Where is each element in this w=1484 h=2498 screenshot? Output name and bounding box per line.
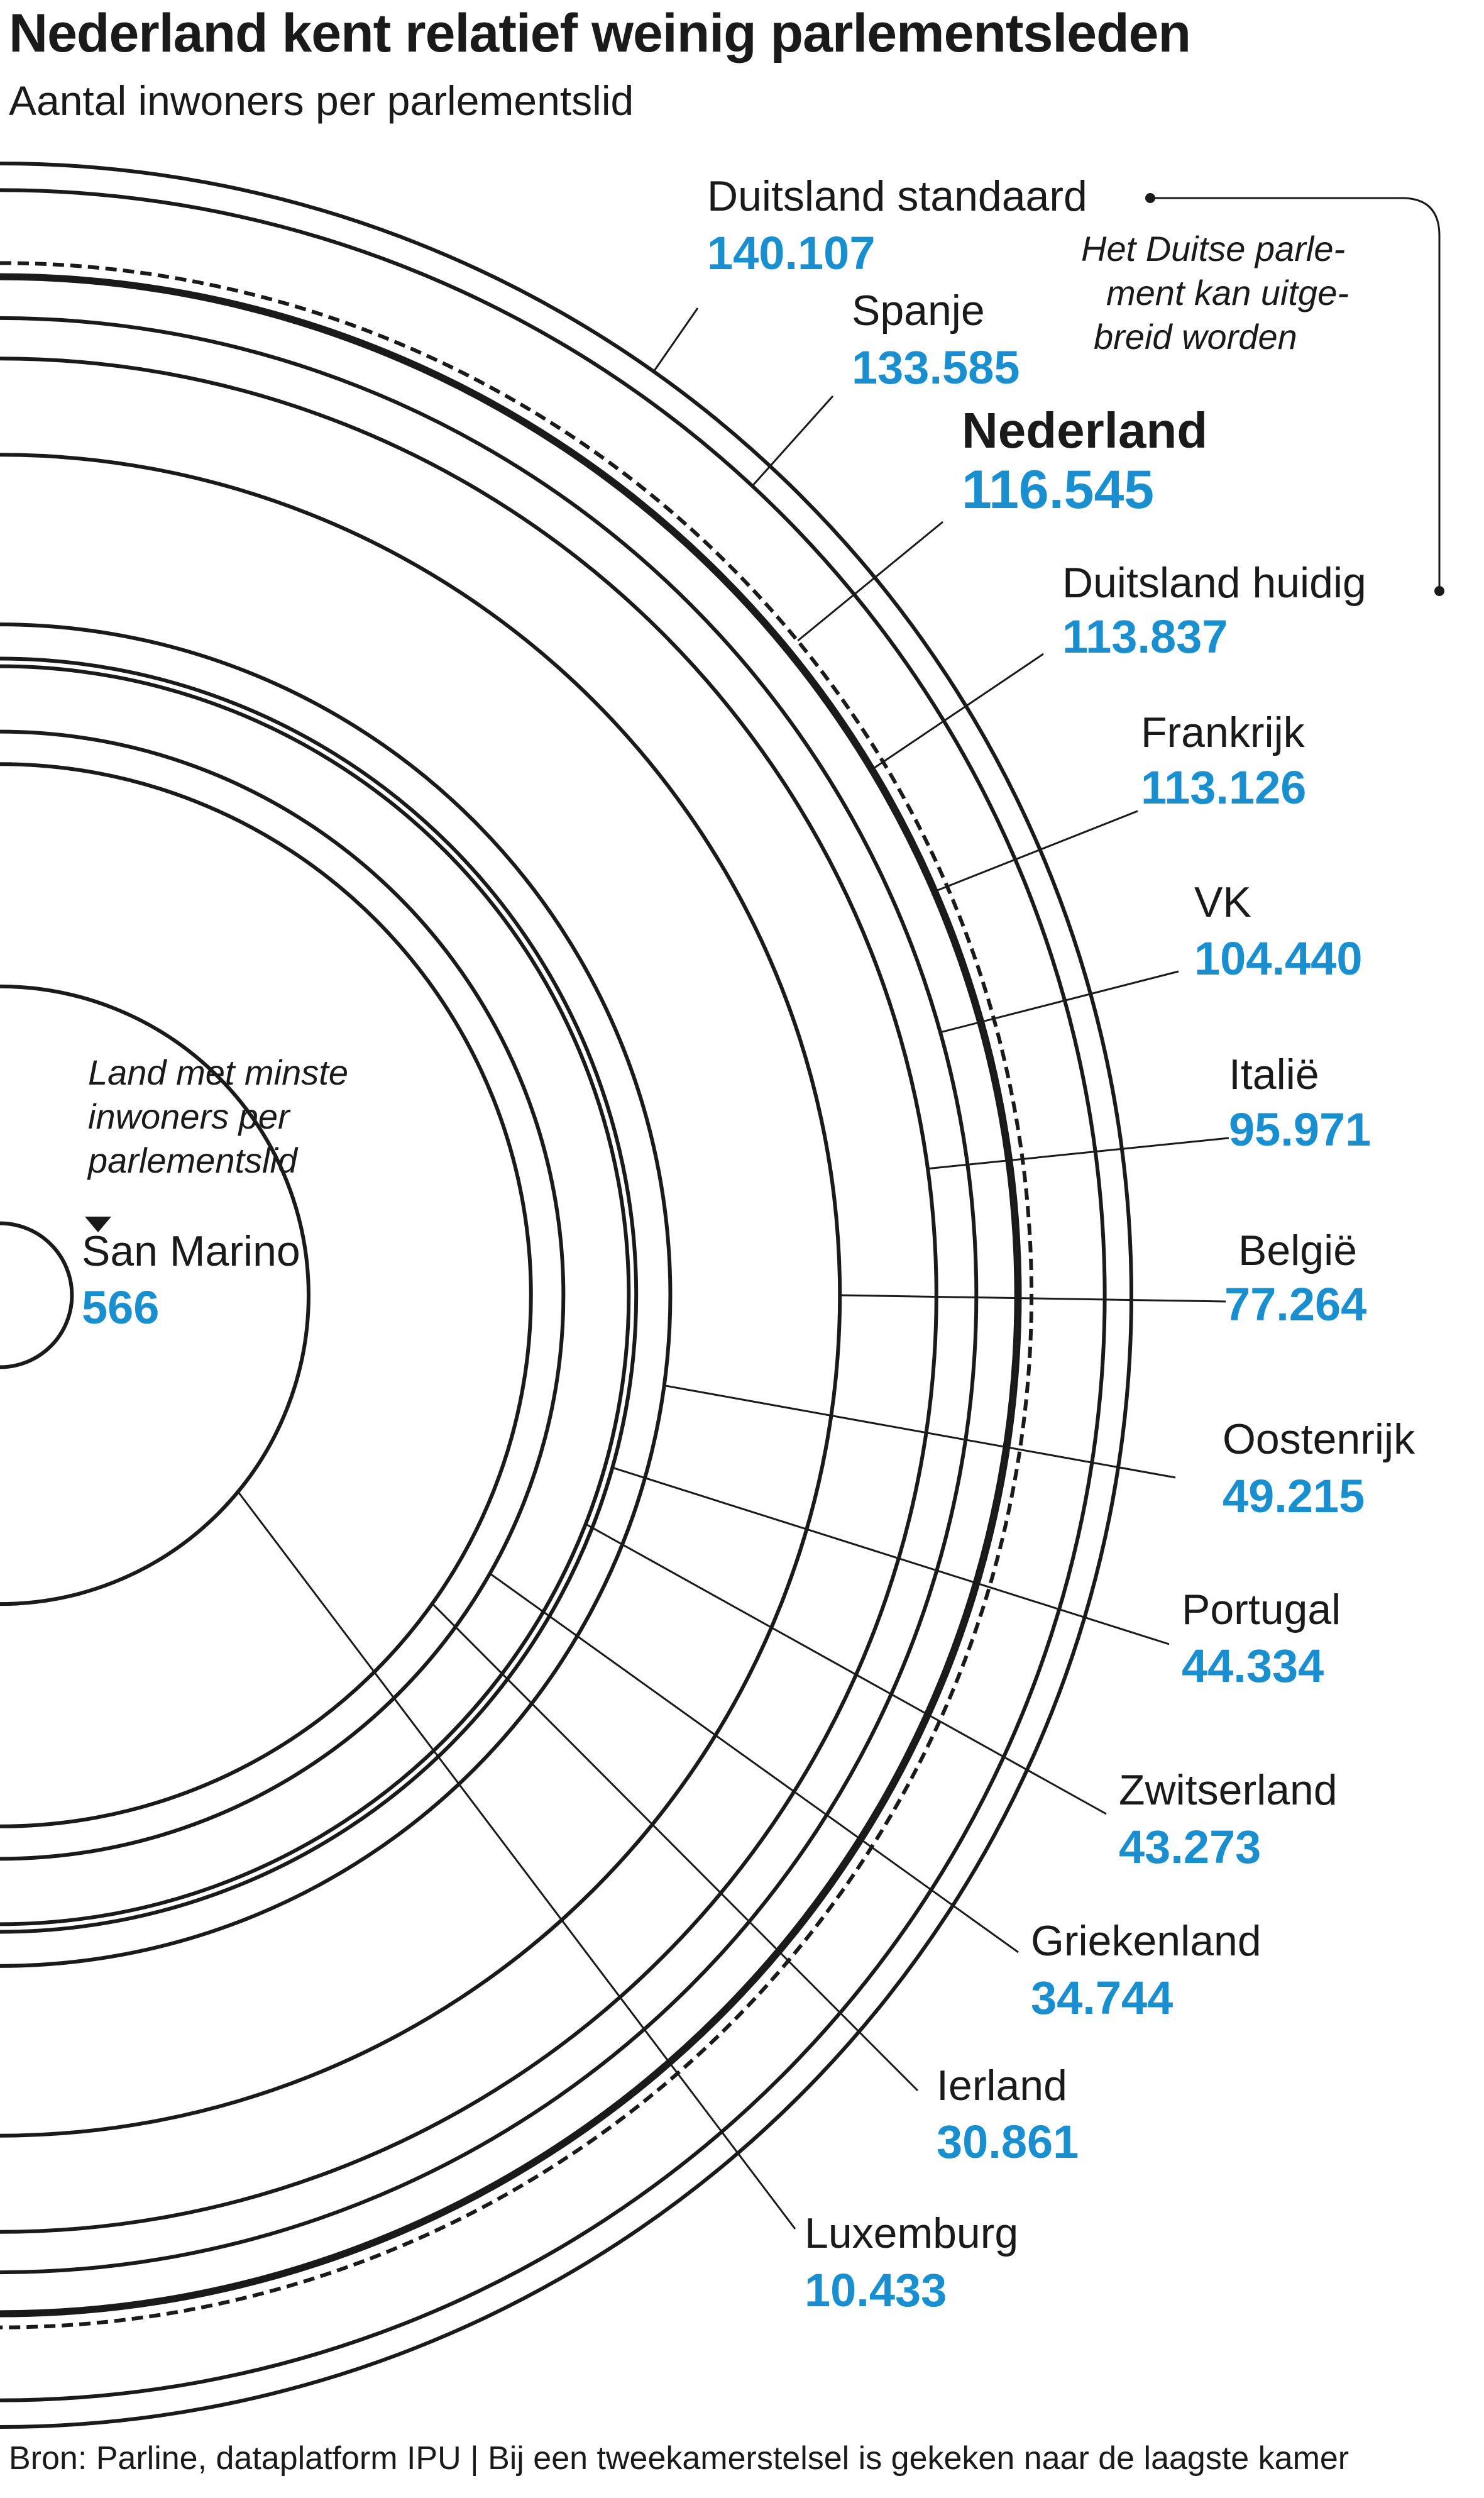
value-vk: 104.440 <box>1194 932 1363 985</box>
label-duitsland-huidig: Duitsland huidig <box>1062 559 1366 607</box>
chart-subtitle: Aantal inwoners per parlementslid <box>9 77 634 124</box>
value-nederland: 116.545 <box>962 460 1154 520</box>
value-griekenland: 34.744 <box>1031 1972 1173 2024</box>
value-spanje: 133.585 <box>852 341 1020 394</box>
leader-duitsland-huidig <box>872 653 1044 770</box>
label-zwitserland: Zwitserland <box>1119 1766 1338 1814</box>
leader-ierland <box>431 1603 919 2092</box>
label-duitsland-standaard: Duitsland standaard <box>707 172 1087 220</box>
arc-nederland <box>0 261 1034 2329</box>
leader-portugal <box>612 1466 1170 1645</box>
value-duitsland-huidig: 113.837 <box>1062 611 1228 663</box>
value-portugal: 44.334 <box>1182 1640 1324 1692</box>
value-luxemburg: 10.433 <box>805 2264 947 2316</box>
arc-belgie <box>0 453 842 2138</box>
label-luxemburg: Luxemburg <box>805 2209 1018 2257</box>
arc-frankrijk <box>0 276 1019 2314</box>
note-germany-line-2: ment kan uitge- <box>1106 273 1349 312</box>
note-smallest-line-1: Land met minste <box>88 1053 348 1092</box>
value-italie: 95.971 <box>1229 1103 1371 1156</box>
germany-bracket <box>1150 197 1441 591</box>
label-nederland: Nederland <box>962 402 1207 458</box>
arc-oostenrijk <box>0 622 673 1968</box>
bracket-dot-top <box>1145 193 1155 203</box>
note-smallest-line-2: inwoners per <box>88 1097 291 1136</box>
label-griekenland: Griekenland <box>1031 1917 1261 1965</box>
value-oostenrijk: 49.215 <box>1223 1470 1365 1522</box>
leader-italie <box>927 1137 1229 1170</box>
label-italie: Italië <box>1229 1051 1319 1098</box>
label-portugal: Portugal <box>1182 1586 1341 1633</box>
note-germany-line-3: breid worden <box>1094 317 1297 356</box>
label-spanje: Spanje <box>852 287 985 334</box>
label-san-marino: San Marino <box>82 1227 300 1275</box>
leader-vk <box>940 970 1179 1034</box>
arcs-group <box>0 162 1133 2429</box>
value-duitsland-standaard: 140.107 <box>707 227 876 279</box>
value-belgie: 77.264 <box>1224 1278 1366 1330</box>
leader-oostenrijk <box>664 1384 1176 1479</box>
label-belgie: België <box>1238 1227 1357 1274</box>
note-smallest-line-3: parlementslid <box>87 1141 299 1180</box>
leader-luxemburg <box>237 1491 796 2230</box>
arc-griekenland <box>0 729 566 1861</box>
leader-griekenland <box>489 1572 1019 1954</box>
leader-zwitserland <box>585 1523 1107 1815</box>
leader-frankrijk <box>933 810 1138 893</box>
label-oostenrijk: Oostenrijk <box>1223 1415 1415 1463</box>
value-zwitserland: 43.273 <box>1119 1821 1261 1873</box>
source-note: Bron: Parline, dataplatform IPU | Bij ee… <box>9 2440 1349 2477</box>
labels-group: Duitsland standaard 140.107 Spanje 133.585 N… <box>82 172 1415 2316</box>
leader-lines <box>237 307 1229 2230</box>
value-frankrijk: 113.126 <box>1141 761 1306 814</box>
arc-luxemburg <box>0 984 311 1606</box>
arc-duitsland-standaard <box>0 162 1133 2429</box>
pointer-triangle-icon <box>85 1217 111 1232</box>
label-frankrijk: Frankrijk <box>1141 709 1305 756</box>
label-ierland: Ierland <box>937 2062 1067 2109</box>
arc-san-marino <box>0 1221 74 1369</box>
value-ierland: 30.861 <box>937 2116 1079 2168</box>
arc-ierland <box>0 762 533 1828</box>
value-san-marino: 566 <box>82 1281 159 1334</box>
annotations-group: Het Duitse parle-ment kan uitge-breid wo… <box>85 193 1444 1232</box>
leader-nederland <box>797 521 943 642</box>
arc-vk <box>0 316 978 2275</box>
leader-spanje <box>751 395 834 487</box>
leader-belgie <box>840 1294 1226 1303</box>
leader-duitsland-standaard <box>652 307 699 372</box>
arc-portugal <box>0 656 639 1934</box>
bracket-dot-bottom <box>1434 586 1444 596</box>
note-germany-line-1: Het Duitse parle- <box>1081 229 1345 268</box>
arc-zwitserland <box>0 664 631 1926</box>
chart-title: Nederland kent relatief weinig parlement… <box>9 3 1191 64</box>
label-vk: VK <box>1194 878 1251 926</box>
